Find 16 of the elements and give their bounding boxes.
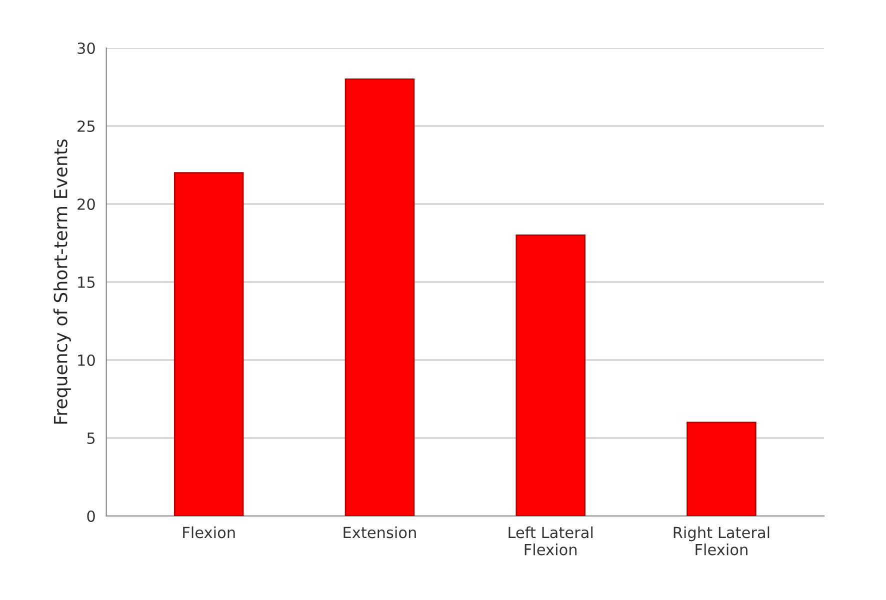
- bar: [686, 422, 756, 516]
- y-tick-label: 5: [87, 432, 95, 444]
- y-axis-title: Frequency of Short-term Events: [53, 139, 71, 424]
- y-tick-label: 20: [78, 198, 95, 210]
- x-tick-label: Left Lateral Flexion: [508, 526, 593, 556]
- y-tick-label: 15: [78, 276, 95, 288]
- y-tick-label: 0: [87, 510, 95, 522]
- bar: [516, 234, 586, 516]
- y-tick-label: 25: [78, 120, 95, 132]
- x-tick-label: Flexion: [183, 526, 235, 538]
- y-tick-label: 30: [78, 42, 95, 54]
- y-tick-label: 10: [78, 354, 95, 366]
- bar: [174, 172, 244, 516]
- bar: [344, 78, 415, 516]
- x-tick-label: Extension: [344, 526, 416, 538]
- x-tick-label: Right Lateral Flexion: [674, 526, 770, 556]
